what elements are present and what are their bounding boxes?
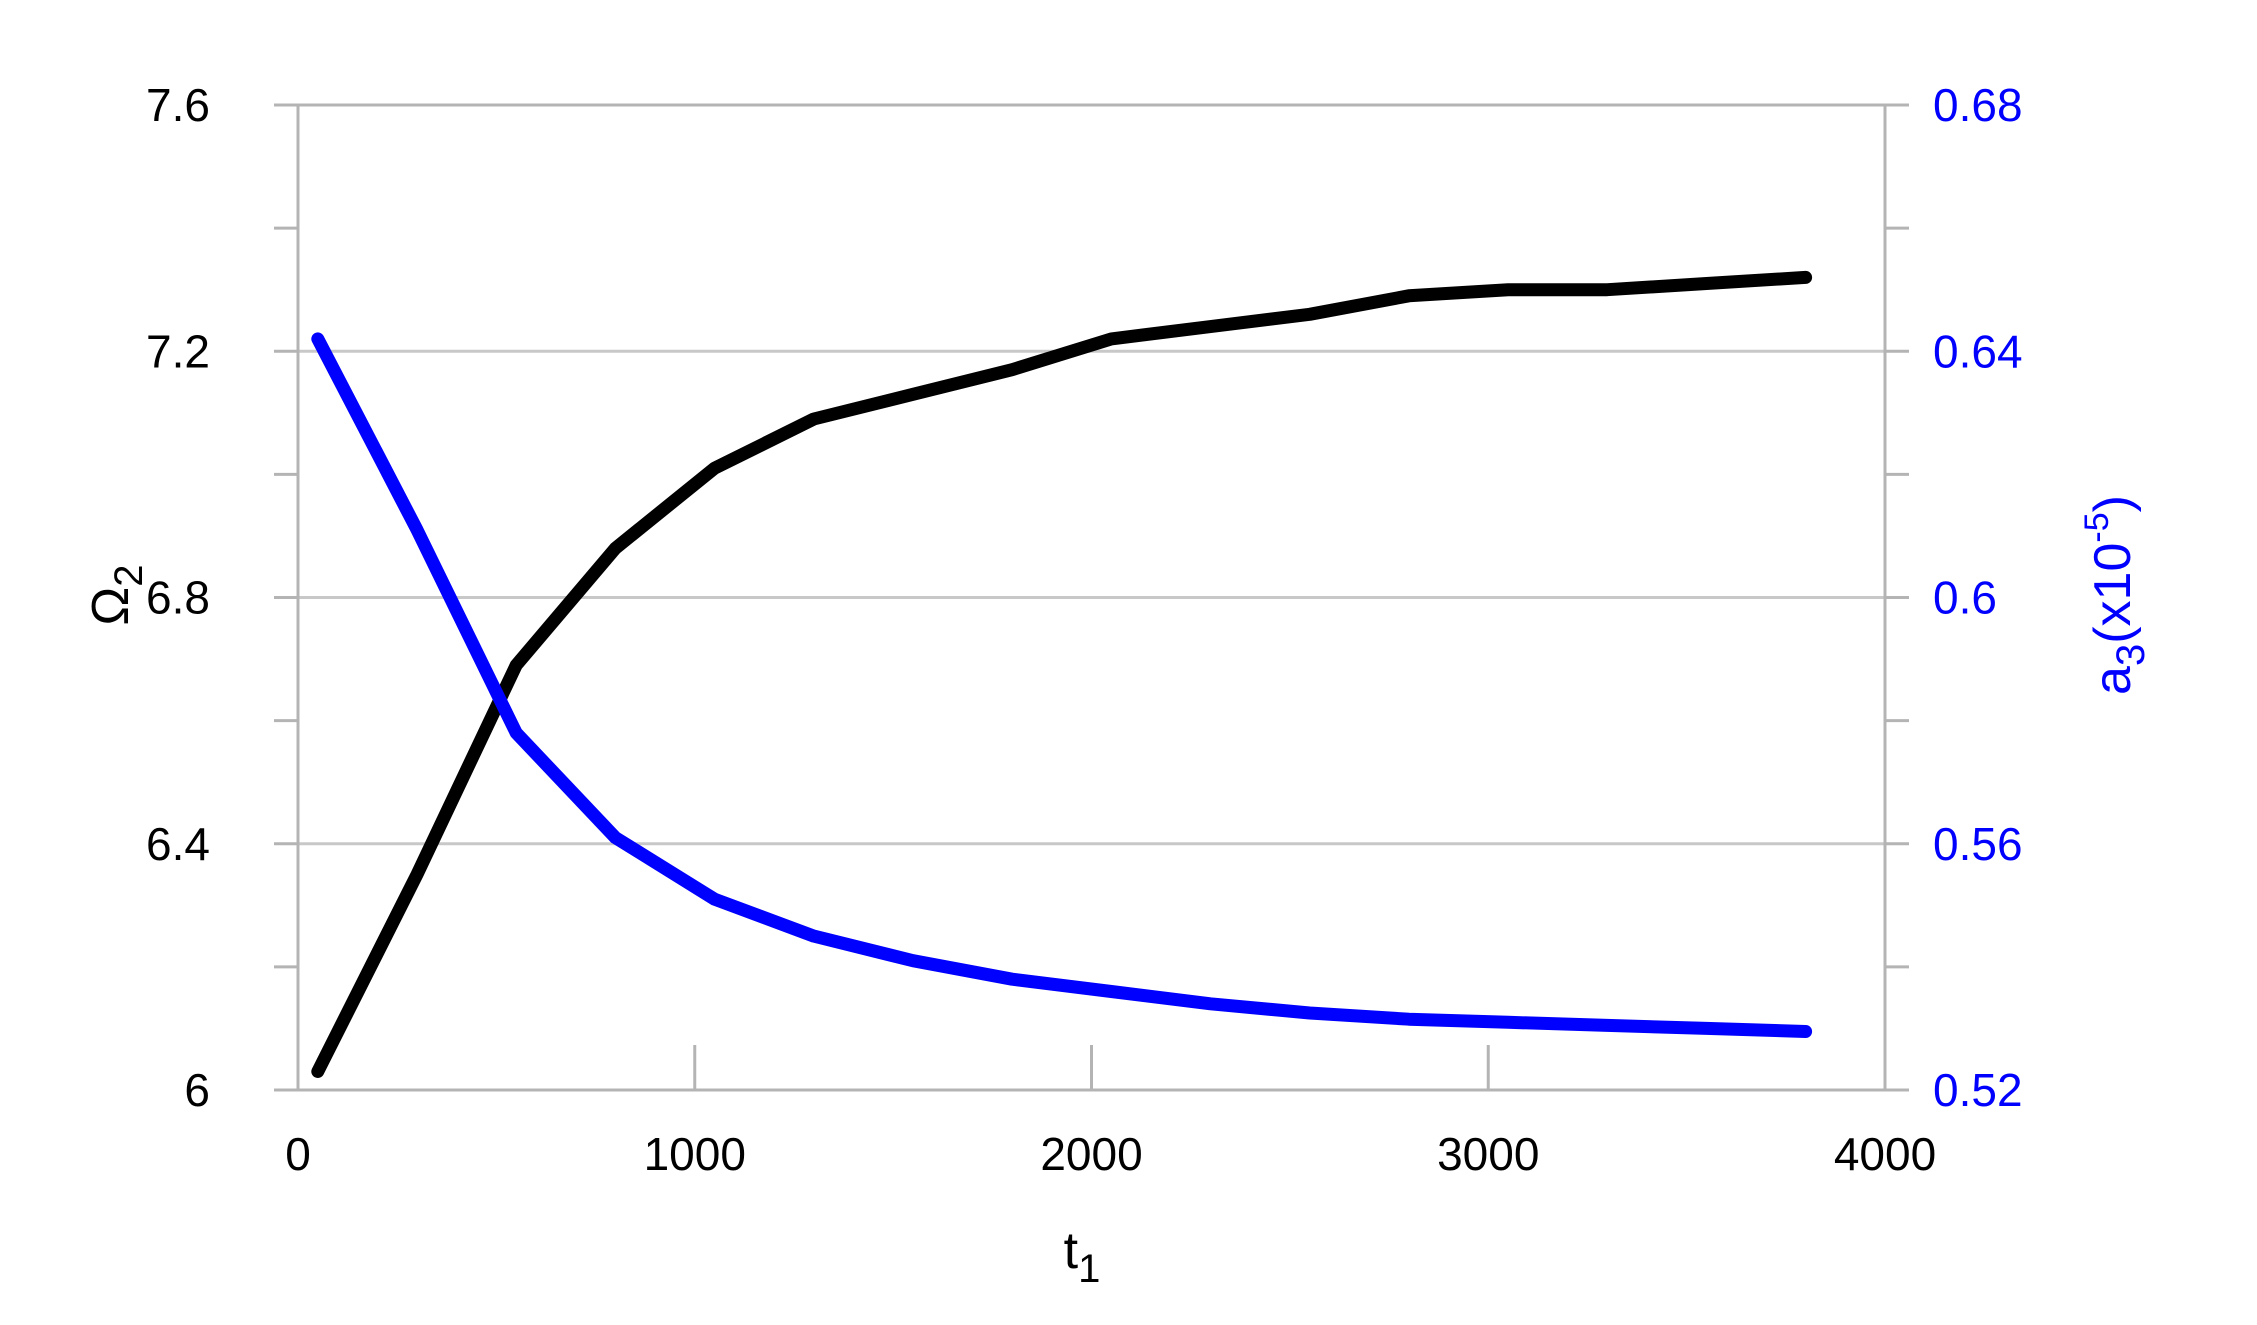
y-left-tick-label: 7.6 [146, 79, 210, 131]
y-left-axis-title: Ω2 [82, 564, 151, 625]
x-tick-label: 3000 [1437, 1128, 1539, 1180]
x-tick-label: 2000 [1040, 1128, 1142, 1180]
gridlines [298, 349, 1885, 846]
tick-labels: 6 6.4 6.8 7.2 7.6 0.52 0.56 0.6 0.64 0.68 0 1000 200… [146, 79, 2022, 1180]
y-right-axis-title: a3(x10-5) [2078, 495, 2153, 695]
y-right-tick-label: 0.52 [1933, 1064, 2023, 1116]
y-right-tick-label: 0.68 [1933, 79, 2023, 131]
y-left-tick-label: 7.2 [146, 325, 210, 377]
series-lines [311, 270, 1813, 1078]
y-right-tick-label: 0.64 [1933, 325, 2023, 377]
y-right-tick-label: 0.6 [1933, 572, 1997, 624]
x-tick-label: 0 [285, 1128, 311, 1180]
series-line-left-axis [311, 270, 1813, 1078]
y-left-tick-label: 6.4 [146, 818, 210, 870]
x-axis-title: t1 [1064, 1222, 1101, 1291]
x-tick-label: 1000 [644, 1128, 746, 1180]
series-line-right-axis [311, 332, 1813, 1038]
y-left-tick-label: 6.8 [146, 572, 210, 624]
y-left-tick-label: 6 [184, 1064, 210, 1116]
y-right-tick-label: 0.56 [1933, 818, 2023, 870]
axes [274, 103, 1909, 1092]
x-tick-label: 4000 [1834, 1128, 1936, 1180]
